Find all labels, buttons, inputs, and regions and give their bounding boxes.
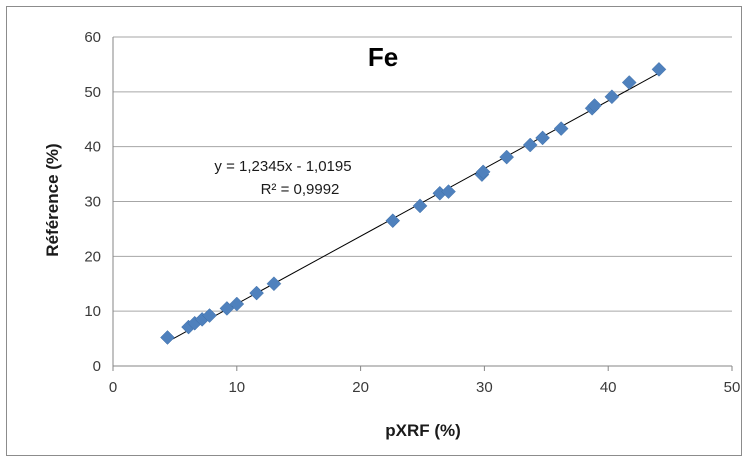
data-point <box>522 137 538 153</box>
trendline <box>167 73 658 343</box>
y-tick-label: 50 <box>84 84 101 101</box>
data-point <box>651 61 667 77</box>
x-tick-labels: 0 10 20 30 40 50 <box>109 379 741 396</box>
y-tick-label: 40 <box>84 139 101 156</box>
data-point <box>412 198 428 214</box>
chart-frame <box>6 6 742 456</box>
data-point <box>441 184 456 199</box>
chart-title: Fe <box>368 42 398 72</box>
y-axis-title: Référence (%) <box>43 143 62 256</box>
data-point <box>553 121 569 136</box>
data-point <box>621 75 637 90</box>
data-point <box>202 308 217 323</box>
y-tick-label: 10 <box>84 303 101 320</box>
grid-lines <box>112 36 733 371</box>
x-tick-label: 20 <box>352 379 369 396</box>
y-tick-labels: 0 10 20 30 40 50 60 <box>84 29 101 375</box>
trendline-r-squared: R² = 0,9992 <box>261 181 340 198</box>
data-point <box>475 164 491 180</box>
trendline-equation: y = 1,2345x - 1,0195 <box>214 158 351 175</box>
data-point <box>499 149 515 165</box>
y-tick-label: 20 <box>84 248 101 265</box>
y-tick-label: 0 <box>93 358 101 375</box>
data-point <box>385 213 401 229</box>
y-tick-label: 30 <box>84 194 101 211</box>
x-tick-label: 50 <box>724 379 741 396</box>
x-tick-label: 30 <box>476 379 493 396</box>
x-tick-label: 40 <box>600 379 617 396</box>
x-tick-label: 0 <box>109 379 117 396</box>
y-tick-label: 60 <box>84 29 101 46</box>
data-point <box>249 285 264 301</box>
data-point <box>229 296 245 312</box>
data-point <box>587 98 602 113</box>
data-point <box>604 89 620 105</box>
x-tick-label: 10 <box>228 379 245 396</box>
data-points <box>160 61 667 345</box>
data-point <box>266 276 282 292</box>
data-point <box>160 330 175 345</box>
x-axis-title: pXRF (%) <box>385 421 461 440</box>
data-point <box>535 130 550 146</box>
